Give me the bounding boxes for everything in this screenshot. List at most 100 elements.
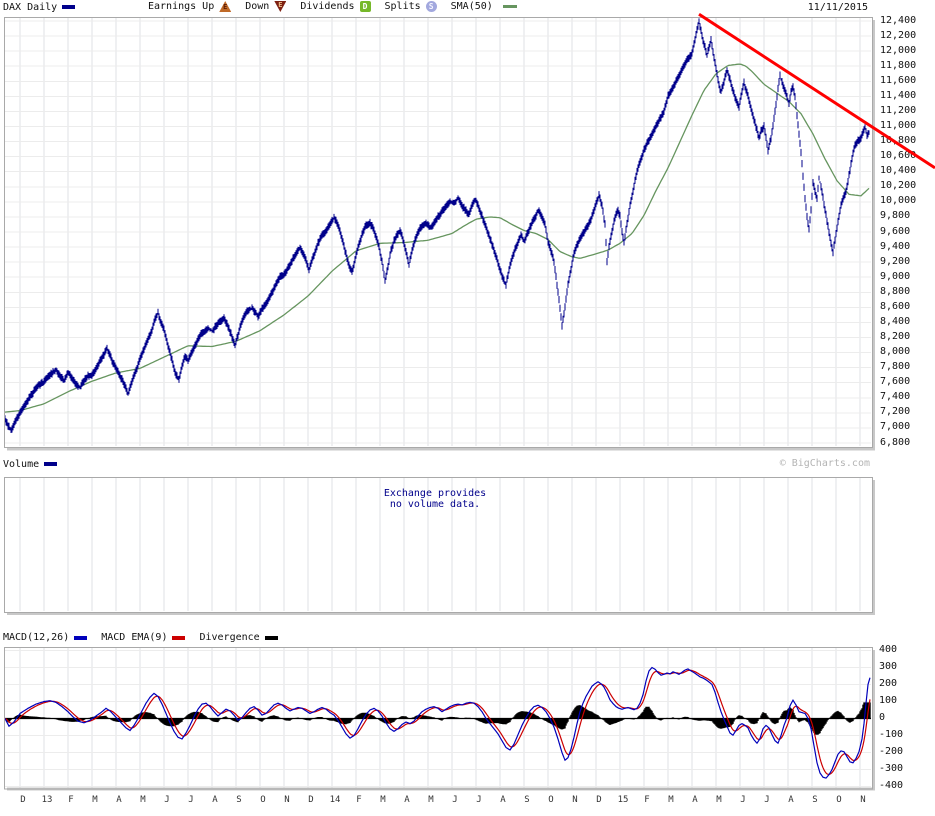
symbol-title: DAX Daily (3, 2, 58, 13)
legend-divergence: Divergence (199, 632, 278, 643)
price-y-label: 10,600 (880, 150, 917, 162)
price-y-label: 9,000 (880, 270, 911, 282)
chart-title: DAX Daily (3, 2, 76, 13)
x-axis-month-label: A (116, 795, 122, 805)
legend-splits: Splits S (385, 1, 437, 12)
legend-sma: SMA(50) (451, 1, 517, 12)
price-y-label: 6,800 (880, 436, 911, 448)
x-axis-month-label: M (92, 795, 98, 805)
price-y-label: 9,400 (880, 240, 911, 252)
macd-legend: MACD(12,26) MACD EMA(9) Divergence (3, 632, 292, 643)
volume-legend: Volume (3, 459, 58, 470)
price-y-label: 11,800 (880, 59, 917, 71)
price-y-label: 12,000 (880, 44, 917, 56)
price-y-label: 11,200 (880, 104, 917, 116)
price-y-label: 7,800 (880, 361, 911, 373)
x-axis-month-label: M (380, 795, 386, 805)
dividends-icon: D (359, 1, 371, 12)
x-axis-month-label: O (548, 795, 554, 805)
price-y-label: 7,200 (880, 406, 911, 418)
price-y-label: 10,200 (880, 180, 917, 192)
price-y-label: 11,000 (880, 120, 917, 131)
no-volume-message: Exchange provides no volume data. (383, 488, 487, 510)
legend-earnings-up: Earnings Up E (148, 1, 232, 12)
price-y-label: 8,000 (880, 346, 911, 358)
time-x-axis: D 13 F M A M J J A S O N D 14 F M A M J J A S O N D 15 F M A M J J A S O N (0, 795, 935, 811)
x-axis-month-label: 14 (329, 795, 341, 805)
x-axis-month-label: A (692, 795, 698, 805)
x-axis-month-label: D (308, 795, 314, 805)
as-of-date: 11/11/2015 (807, 2, 868, 13)
x-axis-month-label: O (836, 795, 842, 805)
price-y-label: 7,600 (880, 376, 911, 388)
price-y-label: 9,200 (880, 255, 911, 267)
x-axis-month-label: S (524, 795, 530, 805)
signal-line-swatch (172, 635, 186, 640)
legend-macd-ema: MACD EMA(9) (101, 632, 186, 643)
x-axis-month-label: M (140, 795, 146, 805)
x-axis-month-label: S (236, 795, 242, 805)
x-axis-month-label: S (812, 795, 818, 805)
macd-y-label: -400 (879, 780, 904, 792)
x-axis-month-label: J (476, 795, 482, 805)
x-axis-month-label: A (788, 795, 794, 805)
x-axis-month-label: N (284, 795, 290, 805)
x-axis-month-label: 15 (617, 795, 629, 805)
x-axis-month-label: N (572, 795, 578, 805)
legend-macd: MACD(12,26) (3, 632, 88, 643)
price-y-label: 7,000 (880, 421, 911, 433)
macd-y-label: 300 (879, 661, 898, 672)
price-y-label: 12,400 (880, 14, 917, 26)
macd-y-label: -200 (879, 746, 904, 758)
price-y-label: 8,400 (880, 315, 911, 327)
x-axis-month-label: D (596, 795, 602, 805)
x-axis-month-label: A (500, 795, 506, 805)
price-line-swatch (62, 5, 76, 9)
x-axis-month-label: M (668, 795, 674, 805)
macd-y-label: -100 (879, 729, 904, 741)
splits-icon: S (425, 1, 437, 12)
price-y-label: 10,400 (880, 165, 917, 177)
macd-chart-canvas (4, 647, 875, 791)
x-axis-month-label: M (428, 795, 434, 805)
x-axis-month-label: J (740, 795, 746, 805)
macd-y-label: 0 (879, 712, 886, 723)
x-axis-month-label: A (212, 795, 218, 805)
price-y-label: 10,000 (880, 195, 917, 207)
price-y-label: 9,800 (880, 210, 911, 222)
price-y-label: 9,600 (880, 225, 911, 237)
price-y-label: 8,600 (880, 300, 911, 312)
copyright-note: © BigCharts.com (779, 458, 870, 469)
price-chart-canvas (4, 13, 935, 451)
macd-y-label: 400 (879, 644, 898, 655)
x-axis-month-label: N (860, 795, 866, 805)
macd-line-swatch (74, 635, 88, 640)
x-axis-month-label: 13 (41, 795, 53, 805)
price-y-label: 8,200 (880, 331, 911, 342)
legend-dividends: Dividends D (300, 1, 371, 12)
volume-swatch (44, 462, 58, 466)
x-axis-month-label: J (164, 795, 170, 805)
price-y-label: 12,200 (880, 29, 917, 41)
legend-earnings-down: Down E (245, 1, 287, 12)
x-axis-month-label: F (356, 795, 362, 805)
divergence-swatch (264, 635, 278, 640)
macd-y-label: -300 (879, 763, 904, 775)
x-axis-month-label: O (260, 795, 266, 805)
price-y-label: 7,400 (880, 391, 911, 403)
x-axis-month-label: J (188, 795, 194, 805)
x-axis-month-label: J (764, 795, 770, 805)
x-axis-month-label: F (68, 795, 74, 805)
price-y-label: 10,800 (880, 135, 917, 147)
x-axis-month-label: J (452, 795, 458, 805)
x-axis-month-label: D (20, 795, 26, 805)
price-y-label: 11,400 (880, 89, 917, 101)
header-legend: Earnings Up E Down E Dividends D Splits … (148, 1, 531, 12)
x-axis-month-label: F (644, 795, 650, 805)
price-y-label: 8,800 (880, 285, 911, 297)
earnings-down-icon: E (274, 1, 287, 12)
x-axis-month-label: A (404, 795, 410, 805)
price-y-label: 11,600 (880, 74, 917, 86)
x-axis-month-label: M (716, 795, 722, 805)
